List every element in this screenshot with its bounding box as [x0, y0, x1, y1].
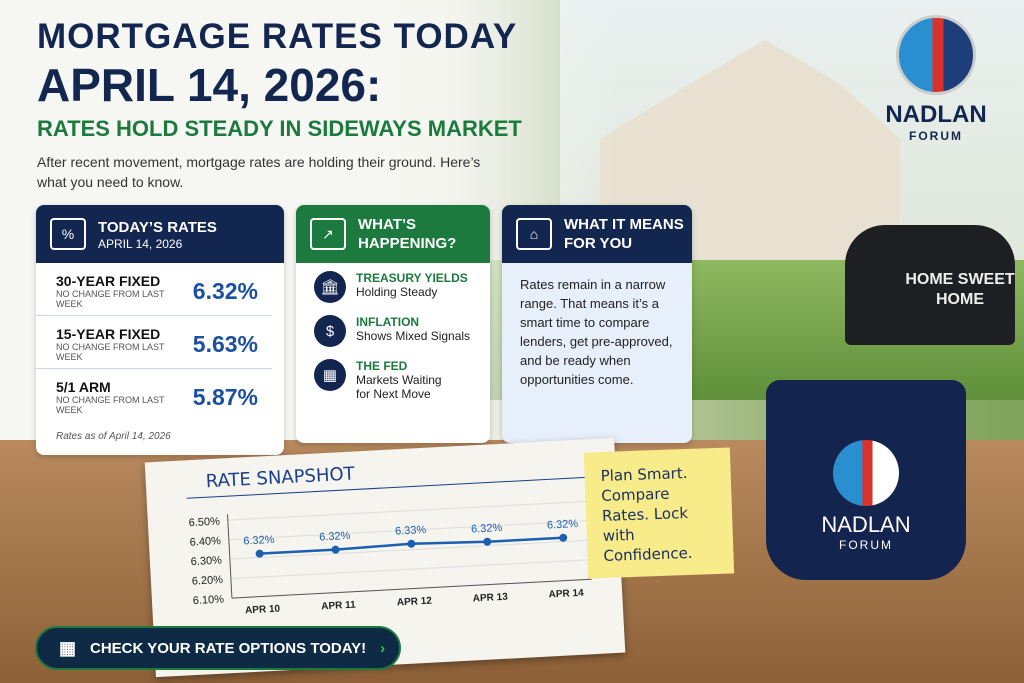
bank-icon: 🏛 [314, 271, 346, 303]
calendar-icon: ▦ [314, 359, 346, 391]
rate-row: 15-YEAR FIXED NO CHANGE FROM LAST WEEK 5.6… [36, 316, 272, 369]
x-tick-label: APR 14 [548, 588, 584, 601]
y-axis [227, 514, 233, 599]
x-tick-label: APR 10 [245, 604, 281, 617]
rate-row: 30-YEAR FIXED NO CHANGE FROM LAST WEEK 6.3… [36, 263, 272, 316]
list-item: 🏛 TREASURY YIELDS Holding Steady [296, 263, 490, 307]
card-date: APRIL 14, 2026 [98, 236, 183, 251]
data-point [407, 539, 416, 548]
calendar-icon: ▦ [59, 637, 77, 658]
chevron-right-icon: › [380, 639, 386, 657]
y-tick-label: 6.10% [193, 593, 225, 607]
data-label: 6.32% [319, 530, 351, 544]
rate-name: 5/1 ARM [56, 379, 111, 395]
rate-value: 6.32% [192, 277, 258, 304]
rate-snapshot-notebook: RATE SNAPSHOT 6.50% 6.40% 6.30% 6.20% 6.10% 6.… [144, 437, 626, 678]
chart-title: RATE SNAPSHOT [205, 463, 356, 492]
y-tick-label: 6.40% [189, 535, 221, 549]
house-percent-icon: % [50, 218, 86, 250]
rate-change: NO CHANGE FROM LAST WEEK [56, 342, 165, 362]
card-title: WHAT IT MEANS FOR YOU [564, 216, 684, 252]
data-point [255, 549, 264, 558]
data-point [331, 545, 340, 554]
gridline [230, 559, 591, 580]
rate-value: 5.87% [192, 383, 258, 410]
logo-sub: FORUM [909, 129, 963, 143]
list-item: $ INFLATION Shows Mixed Signals [296, 307, 490, 351]
data-label: 6.32% [243, 534, 275, 548]
rates-note: Rates as of April 14, 2026 [56, 431, 171, 442]
sticky-note: Plan Smart. Compare Rates. Lock with Con… [583, 447, 735, 579]
x-tick-label: APR 13 [472, 592, 508, 605]
logo-mark-icon [896, 15, 976, 95]
data-label: 6.32% [547, 518, 579, 532]
x-tick-label: APR 11 [321, 600, 356, 613]
rate-chart: RATE SNAPSHOT 6.50% 6.40% 6.30% 6.20% 6.10% 6.… [186, 463, 592, 617]
rate-change: NO CHANGE FROM LAST WEEK [56, 289, 165, 309]
item-title: INFLATION [356, 315, 420, 329]
title-line2: APRIL 14, 2026: [37, 59, 382, 111]
x-axis [231, 578, 592, 599]
coffee-mug: NADLAN FORUM [766, 380, 966, 580]
item-desc: Markets Waiting for Next Move [356, 373, 442, 401]
item-desc: Shows Mixed Signals [356, 329, 471, 343]
intro-text: After recent movement, mortgage rates ar… [37, 154, 481, 190]
item-title: TREASURY YIELDS [356, 271, 468, 285]
rate-name: 30-YEAR FIXED [56, 273, 161, 289]
gridline [227, 500, 588, 521]
data-label: 6.33% [395, 524, 427, 538]
title-line1: MORTGAGE RATES TODAY [37, 17, 518, 56]
data-point [483, 537, 492, 546]
monitor-chart-icon: ↗ [310, 218, 346, 250]
mug-logo-icon [833, 440, 899, 506]
rate-row: 5/1 ARM NO CHANGE FROM LAST WEEK 5.87% [36, 369, 272, 421]
logo-name: NADLAN [885, 101, 987, 128]
data-label: 6.32% [471, 522, 503, 536]
rate-change: NO CHANGE FROM LAST WEEK [56, 395, 165, 415]
item-desc: Holding Steady [356, 285, 438, 299]
card-title: WHAT’S HAPPENING? [358, 216, 457, 252]
mailbox: HOME SWEET HOME [845, 225, 1015, 345]
card-title: TODAY’S RATES [98, 218, 217, 236]
rate-name: 15-YEAR FIXED [56, 326, 161, 342]
dollar-icon: $ [314, 315, 346, 347]
gridline [229, 539, 590, 560]
subtitle: RATES HOLD STEADY IN SIDEWAYS MARKET [37, 116, 522, 141]
item-title: THE FED [356, 359, 408, 373]
y-tick-label: 6.50% [188, 516, 220, 530]
check-rate-button[interactable]: ▦ CHECK YOUR RATE OPTIONS TODAY! › [35, 626, 401, 670]
house-icon: ⌂ [516, 218, 552, 250]
logo: NADLAN FORUM [876, 15, 996, 143]
whats-happening-card: ↗ WHAT’S HAPPENING? 🏛 TREASURY YIELDS Hold… [296, 205, 490, 443]
y-tick-label: 6.30% [190, 555, 222, 569]
todays-rates-card: % TODAY’S RATES APRIL 14, 2026 30-YEAR F… [36, 205, 284, 455]
gridline [228, 520, 589, 541]
data-point [559, 533, 568, 542]
rate-value: 5.63% [192, 330, 258, 357]
x-tick-label: APR 12 [397, 596, 433, 609]
y-tick-label: 6.20% [191, 574, 223, 588]
mug-sub: FORUM [839, 538, 893, 552]
means-text: Rates remain in a narrow range. That mea… [520, 277, 673, 387]
mug-name: NADLAN [821, 512, 911, 537]
list-item: ▦ THE FED Markets Waiting for Next Move [296, 351, 490, 405]
what-it-means-card: ⌂ WHAT IT MEANS FOR YOU Rates remain in … [502, 205, 692, 443]
title-underline [186, 476, 587, 499]
cta-label: CHECK YOUR RATE OPTIONS TODAY! [90, 639, 367, 657]
